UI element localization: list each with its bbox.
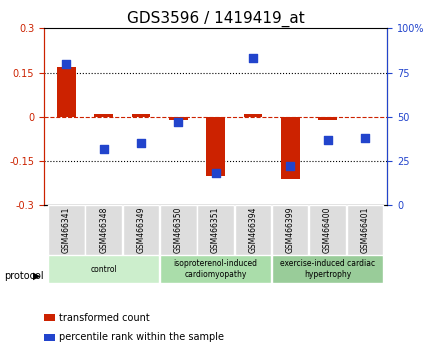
- Text: ▶: ▶: [33, 271, 40, 281]
- Point: [175, 119, 182, 125]
- Text: protocol: protocol: [4, 271, 44, 281]
- Text: GSM466401: GSM466401: [360, 207, 369, 253]
- Bar: [169, 117, 187, 120]
- Text: GSM466348: GSM466348: [99, 207, 108, 253]
- Title: GDS3596 / 1419419_at: GDS3596 / 1419419_at: [127, 11, 304, 27]
- Bar: [94, 114, 113, 117]
- FancyBboxPatch shape: [272, 255, 383, 283]
- Text: transformed count: transformed count: [59, 313, 150, 323]
- FancyBboxPatch shape: [272, 205, 308, 255]
- Point: [287, 164, 294, 169]
- FancyBboxPatch shape: [160, 255, 271, 283]
- Point: [137, 141, 144, 146]
- FancyBboxPatch shape: [235, 205, 271, 255]
- Bar: [244, 114, 262, 117]
- Point: [361, 135, 368, 141]
- Text: isoproterenol-induced
cardiomyopathy: isoproterenol-induced cardiomyopathy: [174, 259, 257, 279]
- Bar: [318, 117, 337, 120]
- Bar: [281, 117, 300, 179]
- Point: [249, 56, 257, 61]
- Bar: [206, 117, 225, 176]
- Text: percentile rank within the sample: percentile rank within the sample: [59, 332, 224, 342]
- FancyBboxPatch shape: [48, 255, 159, 283]
- FancyBboxPatch shape: [160, 205, 197, 255]
- Text: GSM466400: GSM466400: [323, 207, 332, 253]
- Text: GSM466394: GSM466394: [249, 207, 257, 253]
- Point: [63, 61, 70, 67]
- FancyBboxPatch shape: [309, 205, 346, 255]
- Point: [100, 146, 107, 152]
- Point: [324, 137, 331, 143]
- FancyBboxPatch shape: [48, 205, 84, 255]
- Text: control: control: [90, 264, 117, 274]
- Text: GSM466350: GSM466350: [174, 207, 183, 253]
- Text: GSM466341: GSM466341: [62, 207, 71, 253]
- Text: GSM466351: GSM466351: [211, 207, 220, 253]
- Bar: [132, 114, 150, 117]
- Bar: [57, 67, 76, 117]
- Text: GSM466399: GSM466399: [286, 207, 295, 253]
- FancyBboxPatch shape: [347, 205, 383, 255]
- FancyBboxPatch shape: [123, 205, 159, 255]
- Text: exercise-induced cardiac
hypertrophy: exercise-induced cardiac hypertrophy: [280, 259, 375, 279]
- FancyBboxPatch shape: [85, 205, 122, 255]
- FancyBboxPatch shape: [197, 205, 234, 255]
- Point: [212, 171, 219, 176]
- Text: GSM466349: GSM466349: [136, 207, 146, 253]
